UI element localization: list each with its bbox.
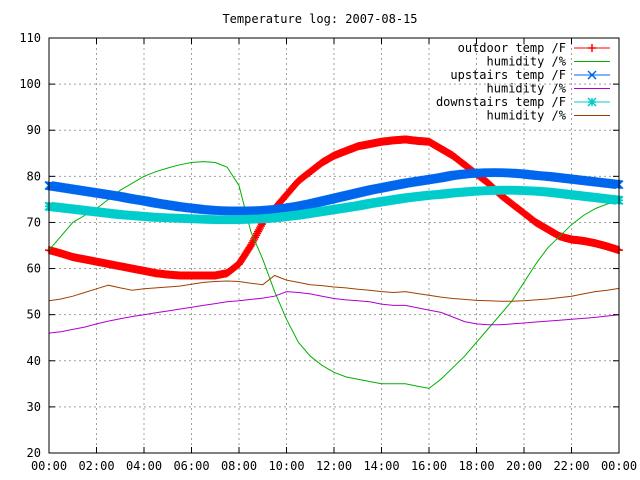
legend-label: outdoor temp /F [458,41,566,55]
x-tick-label: 04:00 [126,459,162,473]
y-tick-label: 20 [27,446,41,460]
x-tick-label: 22:00 [553,459,589,473]
plot-frame [48,37,620,454]
chart-title: Temperature log: 2007-08-15 [222,12,417,26]
legend-label: humidity /% [487,109,567,123]
series-1 [48,161,620,389]
legend-marker [587,70,597,80]
x-tick-label: 06:00 [173,459,209,473]
x-tick-label: 10:00 [268,459,304,473]
x-tick-label: 08:00 [221,459,257,473]
y-tick-label: 50 [27,308,41,322]
series-2 [44,168,624,216]
y-tick-label: 90 [27,123,41,137]
x-tick-label: 12:00 [316,459,352,473]
series-5 [48,274,620,302]
legend-label: humidity /% [487,55,567,69]
x-tick-label: 02:00 [78,459,114,473]
y-tick-label: 30 [27,400,41,414]
y-tick-label: 60 [27,262,41,276]
y-tick-label: 100 [19,77,41,91]
x-tick-label: 00:00 [601,459,637,473]
x-tick-label: 00:00 [31,459,67,473]
y-tick-label: 40 [27,354,41,368]
legend-label: upstairs temp /F [450,68,566,82]
series-layer [44,135,624,389]
y-tick-label: 110 [19,31,41,45]
y-tick-label: 80 [27,169,41,183]
x-tick-label: 20:00 [506,459,542,473]
legend-label: downstairs temp /F [436,95,566,109]
axes: 20 30 40 50 60 70 80 90 100 110 00:00 02:00 04:00 06:… [19,31,637,473]
y-tick-label: 70 [27,215,41,229]
x-tick-label: 14:00 [363,459,399,473]
legend-label: humidity /% [487,82,567,96]
legend-marker [588,44,596,52]
legend-marker [587,97,597,107]
series-line [48,291,620,334]
x-tick-label: 16:00 [411,459,447,473]
x-tick-label: 18:00 [458,459,494,473]
series-3 [48,291,620,334]
